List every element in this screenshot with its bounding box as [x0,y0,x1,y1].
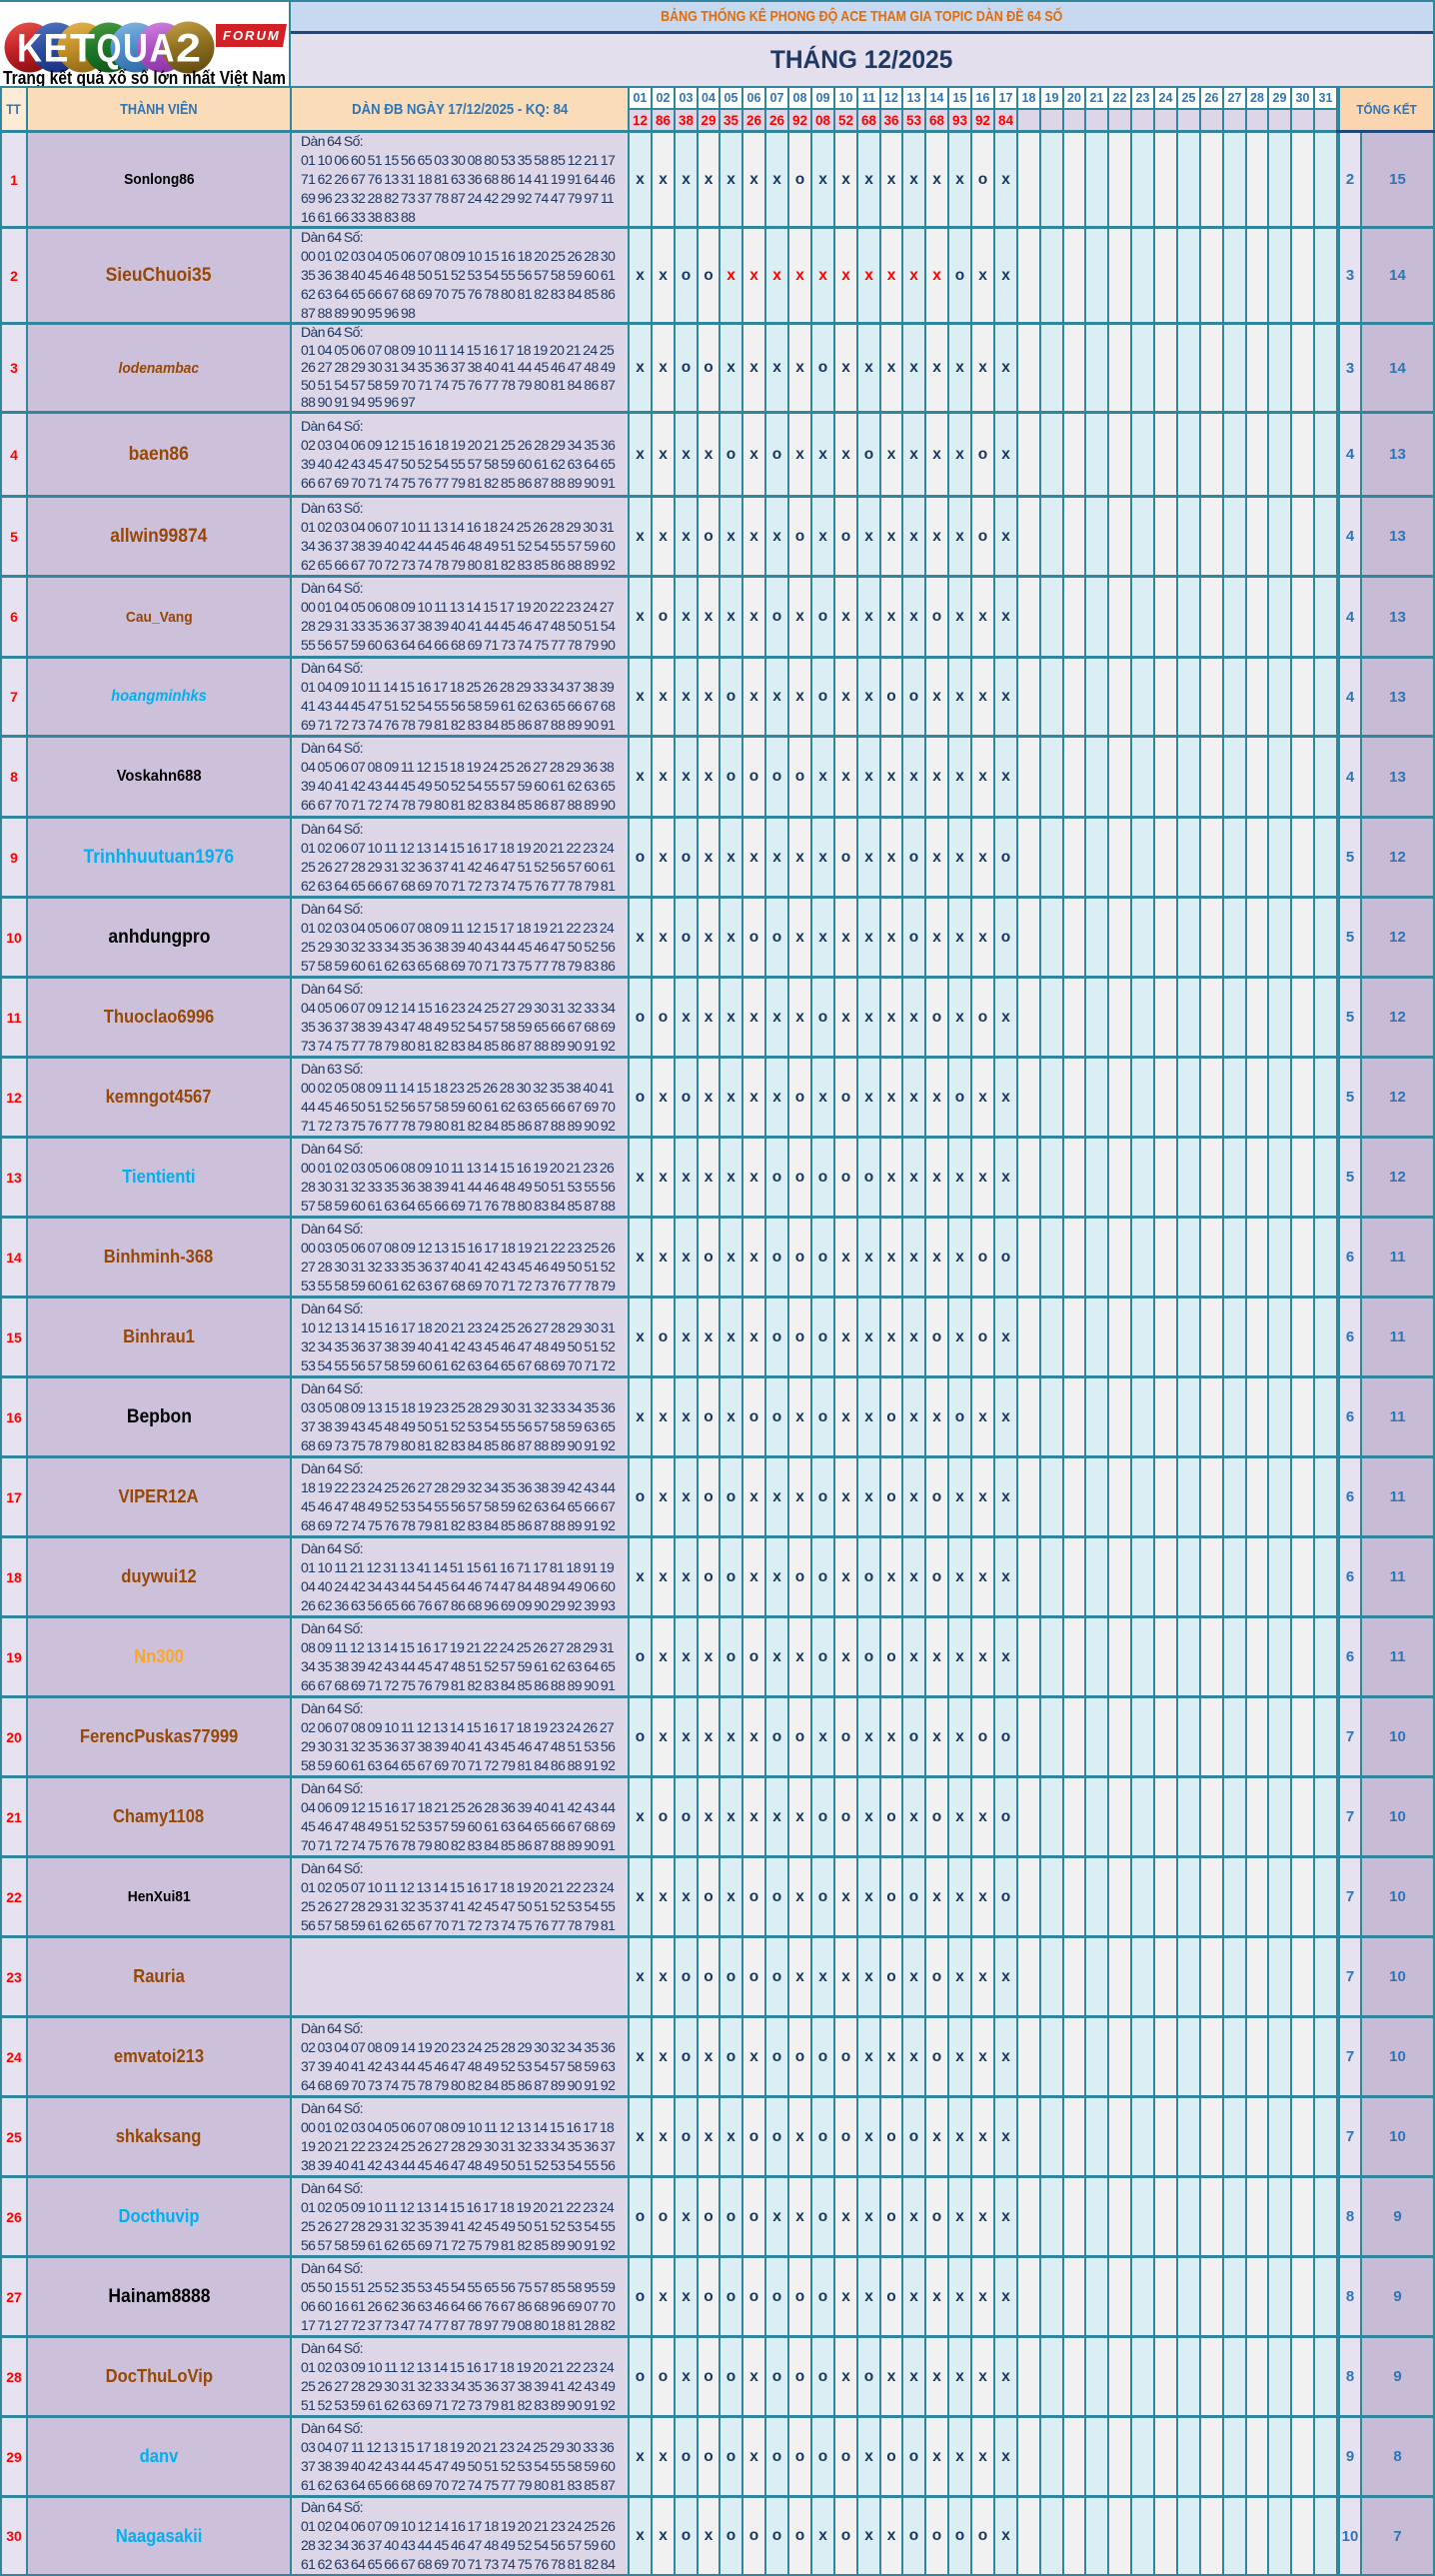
svg-text:T: T [70,27,95,71]
svg-text:U: U [123,27,148,71]
svg-text:K: K [17,27,42,71]
svg-text:A: A [150,27,175,71]
svg-text:E: E [44,27,69,71]
svg-text:2: 2 [176,27,201,71]
svg-text:Q: Q [97,27,122,71]
svg-text:FORUM: FORUM [223,28,281,43]
